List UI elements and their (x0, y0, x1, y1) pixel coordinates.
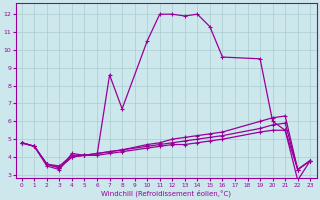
X-axis label: Windchill (Refroidissement éolien,°C): Windchill (Refroidissement éolien,°C) (101, 189, 231, 197)
